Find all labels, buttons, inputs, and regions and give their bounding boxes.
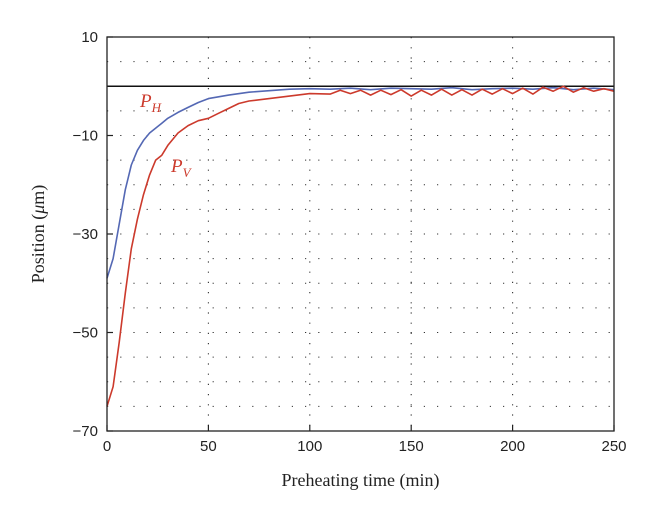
y-axis-label-prefix: Position ( <box>28 214 49 284</box>
series-label-pv-main: P <box>170 156 183 177</box>
y-tick-label: −30 <box>73 226 98 243</box>
y-axis-label-suffix: m) <box>28 185 49 205</box>
x-tick-label: 250 <box>601 438 626 455</box>
x-axis-label: Preheating time (min) <box>282 470 440 491</box>
x-tick-label: 50 <box>200 438 217 455</box>
series-layer <box>106 85 615 407</box>
y-tick-label: −70 <box>73 423 98 440</box>
series-label-pv-sub: V <box>183 165 193 180</box>
x-tick-label: 200 <box>500 438 525 455</box>
ticks: 0 50 100 150 200 250 10 −10 −30 −50 −70 <box>73 29 627 455</box>
y-tick-label: −10 <box>73 128 98 145</box>
y-axis-label: Position (μm) <box>28 185 49 284</box>
y-axis-label-unit: μ <box>28 205 48 215</box>
x-tick-label: 0 <box>103 438 111 455</box>
y-tick-label: −50 <box>73 325 98 342</box>
y-tick-label: 10 <box>81 29 98 46</box>
series-label-pv: PV <box>170 156 193 180</box>
grid <box>107 37 614 431</box>
x-tick-label: 150 <box>399 438 424 455</box>
series-label-ph-main: P <box>139 91 152 112</box>
series-label-ph-sub: H <box>151 100 162 115</box>
x-tick-label: 100 <box>297 438 322 455</box>
series-line-pv <box>106 85 615 407</box>
series-line-ph <box>106 86 615 279</box>
series-label-ph: PH <box>139 91 162 115</box>
